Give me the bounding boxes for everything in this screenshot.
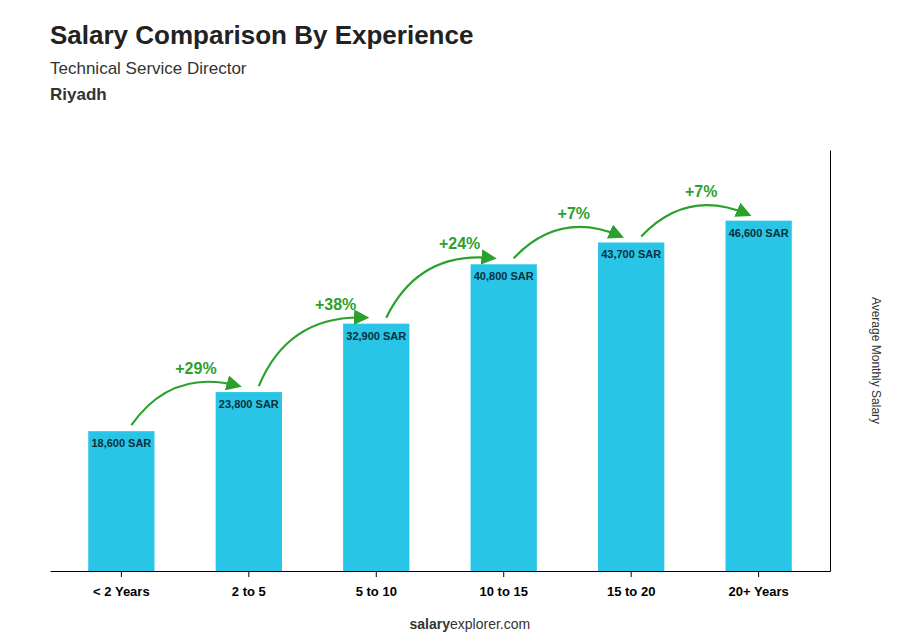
subtitle: Technical Service Director <box>50 59 247 78</box>
footer-text: explorer.com <box>450 616 530 632</box>
y-axis-line <box>830 151 831 572</box>
x-tick-label: 5 to 10 <box>356 584 397 599</box>
change-arrows: +29% +38% +24% +7% +7% <box>131 183 748 425</box>
footer-text: salary <box>410 616 451 632</box>
x-tick: 5 to 10 <box>356 571 397 599</box>
bar <box>471 264 537 571</box>
plot-area: < 2 Years 2 to 5 5 to 10 10 to 15 15 to 20 20… <box>51 151 831 599</box>
x-axis: < 2 Years 2 to 5 5 to 10 10 to 15 15 to 20 20… <box>51 571 831 599</box>
change-label: +7% <box>685 183 717 200</box>
data-label: 23,800 SAR <box>219 398 279 410</box>
change-arrow <box>259 318 366 387</box>
chart: Salary Comparison By Experience Technical… <box>0 0 900 641</box>
x-tick-mark <box>503 571 504 577</box>
change-arrow <box>641 205 748 236</box>
change-label: +38% <box>315 296 356 313</box>
y-axis <box>830 151 831 572</box>
data-label: 40,800 SAR <box>474 270 534 282</box>
bar <box>216 392 282 571</box>
x-axis-line <box>51 571 831 572</box>
city-label: Riyadh <box>50 85 107 104</box>
x-tick: 15 to 20 <box>607 571 655 599</box>
change-label: +7% <box>558 205 590 222</box>
bars <box>88 221 792 571</box>
x-tick: < 2 Years <box>93 571 150 599</box>
change-label: +29% <box>175 360 216 377</box>
bar <box>725 221 791 571</box>
change-arrow <box>131 382 238 425</box>
data-label: 46,600 SAR <box>729 227 789 239</box>
data-labels: 18,600 SAR 23,800 SAR 32,900 SAR 40,800 SAR… <box>91 227 788 450</box>
bar <box>343 324 409 571</box>
data-label: 43,700 SAR <box>601 248 661 260</box>
x-tick-label: < 2 Years <box>93 584 150 599</box>
x-tick-label: 15 to 20 <box>607 584 655 599</box>
bar <box>598 242 664 571</box>
x-tick-label: 2 to 5 <box>232 584 266 599</box>
change-arrow <box>386 257 493 317</box>
x-tick-label: 10 to 15 <box>480 584 528 599</box>
x-tick-label: 20+ Years <box>729 584 789 599</box>
x-tick: 2 to 5 <box>232 571 266 599</box>
y-axis-title: Average Monthly Salary <box>869 297 883 424</box>
title: Salary Comparison By Experience <box>50 20 473 50</box>
x-tick-mark <box>376 571 377 577</box>
x-tick: 10 to 15 <box>480 571 528 599</box>
x-tick-mark <box>758 571 759 577</box>
x-tick: 20+ Years <box>729 571 789 599</box>
change-arrow <box>514 227 621 258</box>
data-label: 18,600 SAR <box>91 437 151 449</box>
data-label: 32,900 SAR <box>346 330 406 342</box>
bar <box>88 431 154 571</box>
x-tick-mark <box>631 571 632 577</box>
x-tick-mark <box>248 571 249 577</box>
change-label: +24% <box>439 235 480 252</box>
x-tick-mark <box>121 571 122 577</box>
